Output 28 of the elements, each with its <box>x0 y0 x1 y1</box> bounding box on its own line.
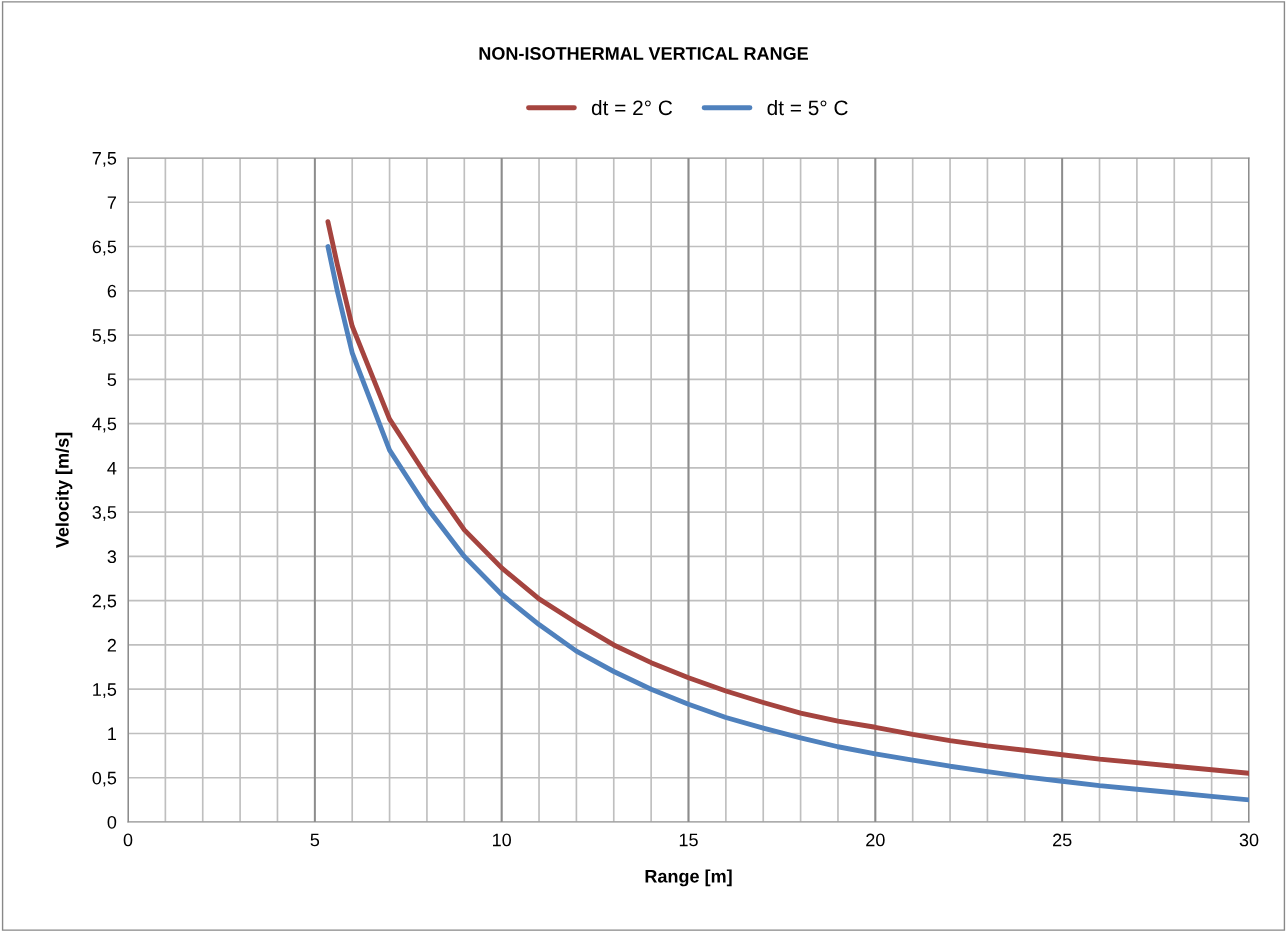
y-tick-label: 4 <box>107 461 117 475</box>
y-tick-label: 0,5 <box>92 771 117 787</box>
x-tick-label: 10 <box>493 833 511 847</box>
legend-label: dt = 2° C <box>591 99 673 116</box>
x-tick-label: 30 <box>1239 833 1259 847</box>
x-axis-title: Range [m] <box>645 869 732 887</box>
y-tick-label: 2 <box>107 638 116 652</box>
legend-label: dt = 5° C <box>767 99 848 116</box>
x-tick-label: 0 <box>123 833 133 847</box>
y-tick-label: 5 <box>107 373 117 387</box>
y-tick-label: 7 <box>107 196 116 209</box>
x-tick-label: 15 <box>679 833 698 847</box>
x-tick-label: 20 <box>866 833 885 847</box>
y-axis-title: Velocity [m/s] <box>55 432 73 549</box>
y-tick-label: 5,5 <box>92 329 117 344</box>
y-tick-label: 6,5 <box>92 240 117 256</box>
y-tick-label: 6 <box>107 284 117 298</box>
y-tick-label: 1 <box>108 727 117 741</box>
y-tick-label: 2,5 <box>92 594 117 610</box>
y-tick-label: 1,5 <box>93 683 117 699</box>
y-tick-label: 3 <box>107 550 117 564</box>
chart-title: NON-ISOTHERMAL VERTICAL RANGE <box>479 47 808 60</box>
y-tick-label: 3,5 <box>92 506 117 521</box>
x-tick-label: 5 <box>310 833 320 847</box>
y-tick-label: 7,5 <box>92 152 117 167</box>
x-tick-label: 25 <box>1053 833 1072 847</box>
y-tick-label: 0 <box>107 815 117 829</box>
y-tick-label: 4,5 <box>92 417 117 433</box>
